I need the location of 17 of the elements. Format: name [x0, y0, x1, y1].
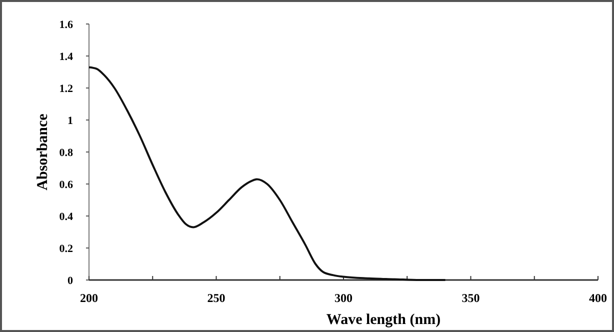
- x-tick-label: 250: [207, 291, 226, 305]
- y-tick-label: 0.4: [59, 210, 74, 223]
- x-tick-label: 400: [589, 291, 607, 305]
- y-tick-label: 1: [68, 114, 73, 127]
- x-axis-title: Wave length (nm): [326, 312, 441, 328]
- x-tick-label: 300: [334, 291, 352, 305]
- line-series: [88, 66, 446, 281]
- y-tick-label: 1.6: [59, 18, 74, 31]
- y-tick-label: 0.8: [59, 146, 74, 159]
- y-tick-label: 1.2: [59, 82, 74, 95]
- x-tick-label: 200: [80, 291, 98, 305]
- y-tick-label: 0.6: [59, 178, 74, 191]
- y-tick-label: 0: [68, 274, 74, 287]
- y-tick-label: 1.4: [59, 50, 74, 63]
- x-tick-label: 350: [462, 291, 480, 305]
- y-axis-title: Absorbance: [35, 113, 51, 190]
- y-tick-label: 0.2: [59, 242, 74, 255]
